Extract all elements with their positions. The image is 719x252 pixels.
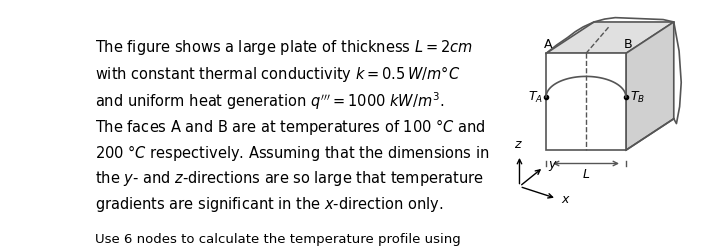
Text: The figure shows a large plate of thickness $L = 2cm$: The figure shows a large plate of thickn… [96,38,473,57]
Text: The faces A and B are at temperatures of 100 °$C$ and: The faces A and B are at temperatures of… [96,117,486,137]
Text: the $y$- and $z$-directions are so large that temperature: the $y$- and $z$-directions are so large… [96,169,484,188]
Text: $L$: $L$ [582,168,590,181]
Text: B: B [623,38,632,50]
Polygon shape [626,22,674,150]
Text: $T_B$: $T_B$ [630,89,645,105]
Text: 200 °$C$ respectively. Assuming that the dimensions in: 200 °$C$ respectively. Assuming that the… [96,143,490,163]
Polygon shape [546,22,674,53]
Text: and uniform heat generation $q''' = 1000\ kW/m^3$.: and uniform heat generation $q''' = 1000… [96,90,445,112]
Text: $T_A$: $T_A$ [528,89,544,105]
Text: $x$: $x$ [561,193,571,206]
Text: $z$: $z$ [514,138,523,151]
Text: A: A [544,38,552,50]
Text: $y$: $y$ [548,159,558,173]
Text: Use 6 nodes to calculate the temperature profile using: Use 6 nodes to calculate the temperature… [96,233,461,246]
Text: with constant thermal conductivity $k = 0.5\,W/m$°$C$: with constant thermal conductivity $k = … [96,64,461,84]
Polygon shape [546,53,626,150]
Text: gradients are significant in the $x$-direction only.: gradients are significant in the $x$-dir… [96,195,444,214]
